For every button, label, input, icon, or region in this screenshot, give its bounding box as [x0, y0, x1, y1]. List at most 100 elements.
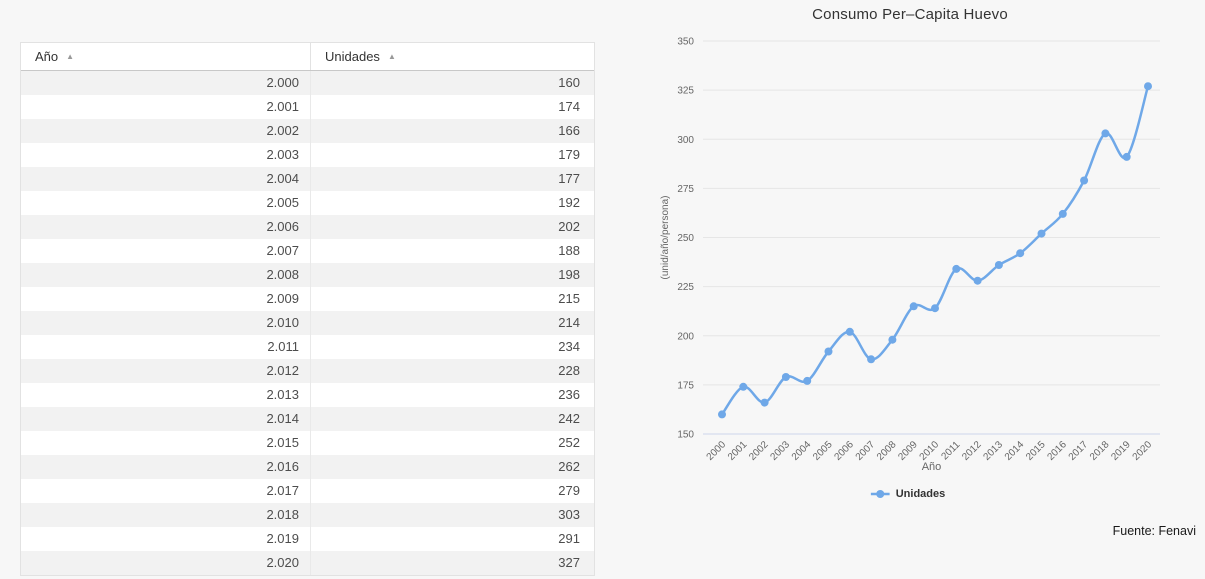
column-header-year-label: Año	[35, 49, 59, 64]
year-cell: 2.012	[266, 363, 299, 378]
x-tick-label: 2007	[854, 439, 878, 463]
table-row[interactable]: 2.018 303	[21, 503, 594, 527]
table-row[interactable]: 2.017 279	[21, 479, 594, 503]
data-point[interactable]	[739, 382, 748, 391]
units-cell: 202	[310, 215, 594, 239]
units-cell: 279	[310, 479, 594, 503]
year-cell: 2.010	[266, 315, 299, 330]
y-tick-label: 225	[677, 282, 694, 293]
table-row[interactable]: 2.020 327	[21, 551, 594, 575]
year-cell: 2.005	[266, 195, 299, 210]
data-point[interactable]	[973, 276, 982, 285]
data-point[interactable]	[1016, 249, 1025, 258]
data-point[interactable]	[994, 261, 1003, 269]
column-header-units[interactable]: Unidades ▲	[310, 43, 594, 70]
data-point[interactable]	[867, 355, 876, 364]
table-row[interactable]: 2.009 215	[21, 287, 594, 311]
data-point[interactable]	[781, 373, 790, 381]
sort-ascending-icon: ▲	[387, 52, 396, 61]
x-tick-label: 2010	[918, 439, 942, 463]
x-tick-label: 2017	[1067, 439, 1091, 463]
year-cell: 2.008	[266, 267, 299, 282]
table-row[interactable]: 2.001 174	[21, 95, 594, 119]
year-cell: 2.006	[266, 219, 299, 234]
table-body: 2.000 160 2.001 174 2.002 166 2.003 179 2.004 177…	[21, 71, 594, 575]
data-point[interactable]	[909, 302, 918, 311]
series-line	[720, 84, 1150, 416]
data-point[interactable]	[1144, 82, 1152, 91]
year-cell: 2.004	[266, 171, 299, 186]
data-point[interactable]	[845, 327, 854, 336]
table-row[interactable]: 2.013 236	[21, 383, 594, 407]
data-point[interactable]	[718, 410, 726, 419]
units-cell: 198	[310, 263, 594, 287]
x-tick-label: 2008	[875, 439, 899, 463]
units-cell: 177	[310, 167, 594, 191]
x-tick-label: 2003	[769, 439, 793, 463]
units-cell: 166	[310, 119, 594, 143]
column-header-year[interactable]: Año ▲	[21, 43, 310, 70]
year-cell: 2.019	[266, 531, 299, 546]
year-cell: 2.001	[266, 99, 299, 114]
units-cell: 262	[310, 455, 594, 479]
table-row[interactable]: 2.004 177	[21, 167, 594, 191]
units-cell: 236	[310, 383, 594, 407]
table-row[interactable]: 2.019 291	[21, 527, 594, 551]
data-point[interactable]	[931, 304, 939, 313]
table-row[interactable]: 2.003 179	[21, 143, 594, 167]
y-tick-label: 250	[677, 233, 694, 244]
table-row[interactable]: 2.000 160	[21, 71, 594, 95]
y-tick-label: 300	[677, 135, 694, 146]
table-row[interactable]: 2.015 252	[21, 431, 594, 455]
table-row[interactable]: 2.016 262	[21, 455, 594, 479]
units-cell: 174	[310, 95, 594, 119]
data-point[interactable]	[1080, 176, 1089, 185]
x-axis-title: Año	[922, 461, 942, 473]
x-tick-label: 2016	[1045, 439, 1069, 463]
x-tick-label: 2005	[811, 439, 835, 463]
y-tick-label: 275	[677, 184, 694, 195]
table-row[interactable]: 2.012 228	[21, 359, 594, 383]
data-point[interactable]	[952, 264, 961, 273]
data-point[interactable]	[888, 335, 897, 344]
units-cell: 291	[310, 527, 594, 551]
x-tick-label: 2014	[1003, 439, 1027, 463]
table-row[interactable]: 2.006 202	[21, 215, 594, 239]
data-point[interactable]	[760, 398, 769, 407]
data-point[interactable]	[1037, 229, 1046, 238]
data-point[interactable]	[1122, 152, 1131, 161]
x-tick-label: 2001	[726, 439, 750, 463]
year-cell: 2.011	[267, 339, 299, 354]
units-cell: 188	[310, 239, 594, 263]
x-tick-label: 2002	[747, 439, 771, 463]
y-tick-label: 350	[677, 37, 694, 48]
table-row[interactable]: 2.008 198	[21, 263, 594, 287]
x-tick-label: 2012	[960, 439, 984, 463]
year-cell: 2.000	[266, 75, 299, 90]
table-row[interactable]: 2.010 214	[21, 311, 594, 335]
data-point[interactable]	[824, 347, 833, 356]
chart-plot: 1501752002252502753003253502000200120022…	[660, 37, 1160, 473]
table-row[interactable]: 2.011 234	[21, 335, 594, 359]
data-point[interactable]	[803, 376, 812, 385]
y-tick-label: 200	[677, 331, 694, 342]
y-axis-title: (unid/año/persona)	[660, 196, 671, 280]
data-point[interactable]	[1101, 129, 1110, 138]
data-point[interactable]	[1058, 209, 1067, 218]
x-tick-label: 2009	[896, 439, 920, 463]
table-row[interactable]: 2.005 192	[21, 191, 594, 215]
year-cell: 2.020	[266, 555, 299, 570]
chart-legend-item[interactable]: Unidades	[870, 488, 945, 500]
units-cell: 228	[310, 359, 594, 383]
year-cell: 2.002	[266, 123, 299, 138]
x-tick-label: 2004	[790, 439, 814, 463]
units-cell: 214	[310, 311, 594, 335]
year-cell: 2.007	[266, 243, 299, 258]
x-tick-label: 2011	[939, 439, 962, 462]
table-row[interactable]: 2.014 242	[21, 407, 594, 431]
x-tick-label: 2015	[1024, 439, 1048, 463]
table-row[interactable]: 2.007 188	[21, 239, 594, 263]
table-row[interactable]: 2.002 166	[21, 119, 594, 143]
year-cell: 2.013	[266, 387, 299, 402]
column-header-units-label: Unidades	[325, 49, 380, 64]
